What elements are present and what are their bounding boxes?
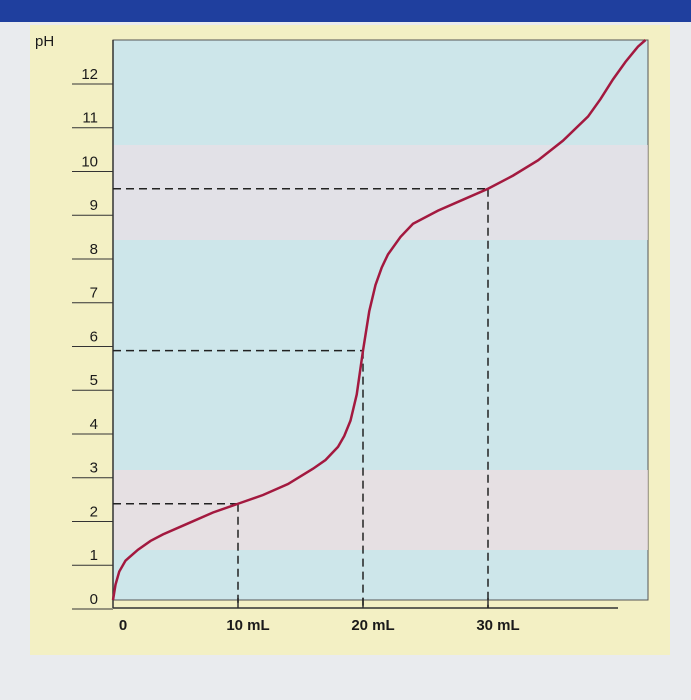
y-tick-label: 11	[82, 110, 98, 127]
x-tick-label: 10 mL	[226, 617, 269, 634]
y-tick-label: 5	[90, 372, 98, 389]
y-tick-label: 2	[90, 503, 98, 520]
band	[113, 470, 648, 550]
y-tick-label: 8	[90, 241, 98, 258]
y-tick-label: 12	[81, 66, 98, 83]
top-bar	[0, 0, 691, 22]
y-tick-label: 9	[90, 197, 98, 214]
x-tick-label: 20 mL	[351, 617, 394, 634]
x-tick-label: 0	[119, 617, 127, 634]
y-tick-label: 10	[81, 153, 98, 170]
y-axis-label: pH	[35, 33, 54, 50]
y-tick-label: 4	[90, 416, 98, 433]
band	[113, 145, 648, 240]
y-tick-label: 6	[90, 328, 98, 345]
titration-curve	[111, 39, 647, 601]
x-tick-label: 30 mL	[476, 617, 519, 634]
y-tick-label: 7	[90, 285, 98, 302]
y-tick-label: 3	[90, 460, 98, 477]
y-tick-label: 1	[90, 547, 98, 564]
y-tick-label: 0	[90, 591, 98, 608]
